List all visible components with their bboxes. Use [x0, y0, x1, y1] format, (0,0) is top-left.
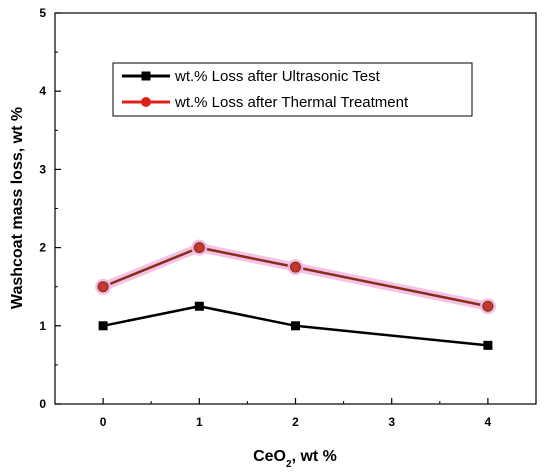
- x-tick-label-3: 3: [388, 415, 395, 429]
- y-tick-label-0: 0: [39, 397, 46, 411]
- x-axis-title-main: CeO: [253, 448, 286, 465]
- series-0-point-0: [98, 321, 108, 331]
- legend-label-thermal: wt.% Loss after Thermal Treatment: [174, 94, 409, 111]
- x-axis-title-subscript: 2: [286, 459, 292, 470]
- legend-box: [112, 62, 473, 117]
- legend: wt.% Loss after Ultrasonic Test wt.% Los…: [112, 62, 473, 117]
- legend-marker-thermal: [141, 97, 151, 107]
- series-1-line: [102, 246, 489, 308]
- y-tick-label-4: 4: [39, 84, 46, 98]
- series-1-glow: [98, 243, 493, 311]
- series-1-point-2: [290, 261, 301, 273]
- x-axis-title: CeO2, wt %: [253, 448, 337, 470]
- y-tick-label-3: 3: [39, 162, 46, 176]
- series-0-point-3: [483, 340, 493, 350]
- x-tick-label-4: 4: [485, 415, 492, 429]
- y-tick-label-5: 5: [39, 6, 46, 20]
- y-axis-title: Washcoat mass loss, wt %: [9, 107, 26, 309]
- y-tick-label-2: 2: [39, 241, 46, 255]
- series-0-line: [102, 305, 489, 347]
- legend-label-ultrasonic: wt.% Loss after Ultrasonic Test: [174, 68, 381, 85]
- series-1-point-3: [482, 300, 494, 312]
- x-tick-label-2: 2: [292, 415, 299, 429]
- x-tick-label-0: 0: [100, 415, 107, 429]
- legend-marker-ultrasonic: [141, 71, 151, 81]
- series-0-point-2: [291, 321, 300, 331]
- x-axis-title-rest: , wt %: [292, 448, 337, 465]
- series-0-point-1: [194, 301, 204, 311]
- series-1-point-1: [193, 242, 205, 254]
- axis-ticks: 0 1 2 3 4 5 0 1 2 3 4: [39, 6, 537, 429]
- x-tick-label-1: 1: [196, 415, 203, 429]
- series-layer: [95, 239, 496, 350]
- series-1-point-0: [97, 281, 109, 293]
- y-tick-label-1: 1: [39, 319, 46, 333]
